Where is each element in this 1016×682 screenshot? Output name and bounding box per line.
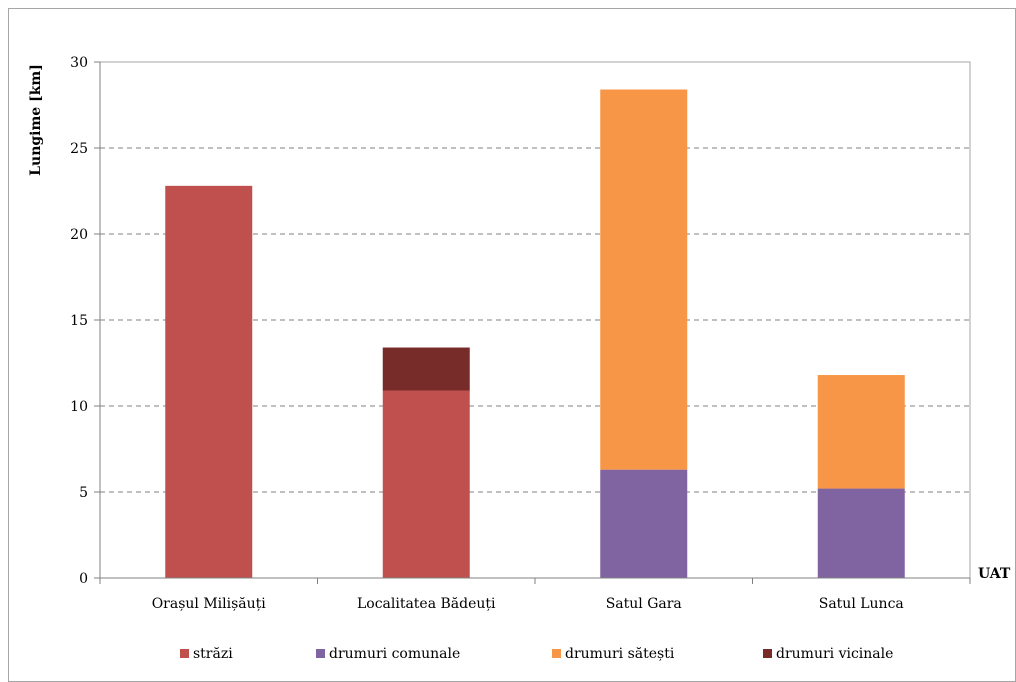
legend-label: străzi [193,646,233,662]
bar-segment [817,375,905,489]
y-tick-label: 5 [79,485,88,501]
legend-swatch [763,649,772,658]
bar-segment [165,185,253,578]
x-category-label: Localitatea Bădeuți [357,596,496,612]
y-tick-labels: 0 5 10 15 20 25 30 [70,55,88,587]
legend-label: drumuri comunale [329,646,460,662]
y-tick-label: 30 [70,55,88,71]
legend-swatch [552,649,561,658]
y-tick-label: 20 [70,227,88,243]
legend-swatch [316,649,325,658]
legend: străzi drumuri comunale drumuri sătești dru… [180,646,893,662]
bar-segment [600,469,688,578]
bar-segment [817,488,905,578]
bar-segment [600,89,688,470]
axes [94,61,971,584]
x-category-label: Satul Gara [606,596,682,612]
y-tick-label: 0 [79,571,88,587]
y-axis-title: Lungime [km] [28,64,44,176]
bars [165,89,905,578]
legend-label: drumuri vicinale [776,646,893,662]
y-tick-label: 15 [70,313,88,329]
bar-segment [382,390,470,578]
x-category-label: Orașul Milișăuți [152,596,267,612]
legend-swatch [180,649,189,658]
x-axis-title: UAT [978,566,1011,582]
legend-label: drumuri sătești [565,646,675,662]
y-tick-label: 25 [70,141,88,157]
x-category-labels: Orașul Milișăuți Localitatea Bădeuți Satul… [152,596,904,612]
y-tick-label: 10 [70,399,88,415]
x-category-label: Satul Lunca [819,596,904,612]
bar-segment [382,347,470,391]
